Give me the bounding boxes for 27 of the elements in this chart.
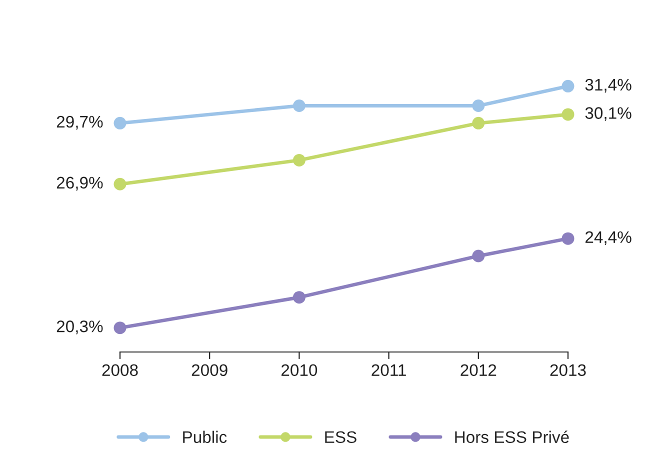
point (292, 291, 306, 304)
point (562, 80, 574, 92)
x-tick-label: 2009 (192, 364, 228, 376)
data-label: 31,4% (585, 78, 632, 93)
legend-label: ESS (325, 431, 356, 444)
data-label: 20,3% (56, 320, 103, 334)
point (562, 108, 574, 121)
point (562, 232, 574, 245)
x-tick-label: 2010 (282, 364, 318, 376)
x-tick-label: 2012 (460, 364, 496, 376)
x-tick-label: 2011 (372, 364, 406, 376)
legend-label: Hors ESS Privé (455, 430, 569, 444)
data-label: 24,4% (586, 231, 632, 246)
point (114, 322, 126, 334)
legend-label: Public (183, 430, 227, 444)
point (114, 116, 126, 130)
x-tick-label: 2008 (102, 364, 138, 376)
point (472, 116, 485, 130)
point (472, 100, 485, 112)
point (292, 100, 306, 112)
point (292, 154, 306, 166)
data-label: 29,7% (56, 116, 103, 130)
point (472, 250, 485, 262)
data-label: 26,9% (56, 176, 103, 191)
point (114, 178, 126, 190)
data-label: 30,1% (585, 107, 632, 121)
x-tick-label: 2013 (550, 364, 586, 376)
